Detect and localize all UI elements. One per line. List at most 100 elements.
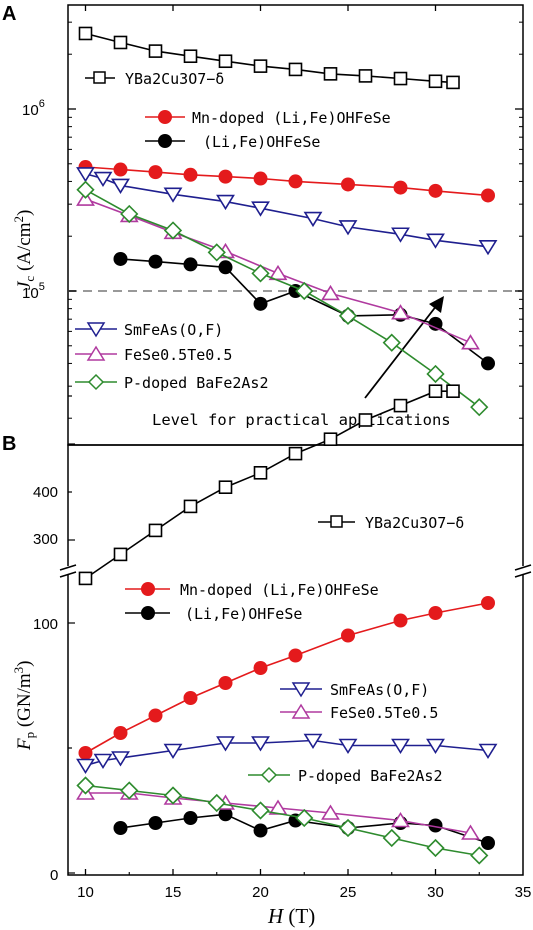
a-series-2-point: [481, 356, 495, 371]
a-series-1-point: [218, 169, 233, 184]
b-series-0-point: [148, 523, 163, 538]
tick-marks: [68, 5, 523, 875]
x-tick-label: 10: [77, 884, 94, 901]
x-axis-title: H (T): [267, 904, 315, 928]
a-series-2-point: [183, 257, 198, 272]
a-series-2-point: [253, 296, 268, 311]
b-series-5-point: [76, 776, 95, 795]
a-series-0-point: [113, 35, 128, 50]
b-series-5-point: [207, 793, 226, 813]
a-series-3: [76, 167, 498, 256]
legend-a: YBa2Cu3O7−δ Mn-doped (Li,Fe)OHFeSe (Li,F…: [75, 70, 391, 392]
b-series-0-point: [78, 571, 93, 586]
a-series-1-point: [148, 165, 163, 180]
b-series-5-point: [251, 801, 270, 820]
b-series-2-point: [218, 807, 233, 822]
b-series-3-point: [111, 751, 130, 767]
b-series-3-point: [391, 738, 410, 755]
b-series-0-point: [218, 480, 233, 495]
b-series-3-point: [216, 736, 235, 752]
a-series-1-point: [428, 183, 443, 198]
a-series-0-point: [288, 62, 303, 77]
a-series-1-point: [481, 188, 495, 203]
b-series-2-point: [428, 818, 443, 833]
b-series-5: [76, 776, 489, 865]
a-series-1: [78, 160, 495, 203]
a-series-5-point: [295, 281, 314, 301]
b-series-1-point: [288, 648, 303, 663]
b-series-0-point: [323, 432, 338, 447]
b-series-3-point: [163, 743, 183, 760]
legend-b-ybco: YBa2Cu3O7−δ: [318, 514, 464, 532]
b-series-3-line: [85, 739, 489, 767]
legend-b-ba: P-doped BaFe2As2: [248, 766, 443, 785]
axis-break-left: [59, 564, 77, 578]
axis-break-right: [514, 564, 532, 578]
legend-a-mn: Mn-doped (Li,Fe)OHFeSe: [145, 109, 391, 127]
a-series-0-point: [323, 67, 338, 81]
b-series-0-point: [113, 547, 128, 562]
b-ytick-300: 300: [33, 531, 58, 548]
a-series-3-point: [303, 211, 323, 228]
x-tick-labels: 10 15 20 25 30 35: [77, 884, 531, 901]
a-series-0-point: [148, 44, 163, 58]
legend-a-sm-label: SmFeAs(O,F): [124, 321, 223, 339]
x-tick-label: 15: [165, 884, 182, 901]
b-series-0-point: [358, 413, 373, 427]
legend-b: YBa2Cu3O7−δ Mn-doped (Li,Fe)OHFeSe (Li,F…: [125, 514, 464, 785]
a-series-5-point: [470, 398, 489, 417]
a-series-1-point: [288, 174, 303, 189]
a-series-3-point: [426, 233, 445, 249]
legend-b-fese-label: FeSe0.5Te0.5: [330, 704, 438, 722]
b-ytick-0: 0: [50, 867, 58, 884]
a-series-4-point: [461, 334, 480, 350]
legend-a-fese: FeSe0.5Te0.5: [75, 345, 232, 364]
legend-b-mn-label: Mn-doped (Li,Fe)OHFeSe: [180, 581, 379, 599]
legend-b-ybco-label: YBa2Cu3O7−δ: [365, 514, 464, 532]
b-series-0-point: [253, 465, 268, 480]
b-series-3-point: [251, 736, 270, 752]
a-series-5-point: [207, 243, 226, 262]
a-series-4-point: [321, 284, 340, 301]
a-series-2-point: [218, 260, 233, 275]
legend-a-ba-label: P-doped BaFe2As2: [124, 374, 269, 392]
b-series-0: [78, 384, 460, 586]
a-series-4-point: [391, 304, 410, 320]
b-series-1-point: [218, 676, 233, 690]
a-series-0-point: [218, 54, 233, 69]
b-series-0-point: [393, 398, 408, 413]
a-series-0-point: [428, 74, 443, 89]
b-series-0-point: [428, 384, 443, 399]
b-series-4-line: [85, 792, 471, 834]
a-series-3-point: [478, 239, 498, 256]
b-series-5-point: [163, 786, 183, 805]
b-series-0-point: [288, 446, 303, 461]
panel-b-series: [76, 384, 498, 865]
a-series-5-point: [338, 306, 358, 326]
legend-a-li-label: (Li,Fe)OHFeSe: [203, 133, 320, 151]
a-series-5-point: [163, 221, 183, 240]
b-series-4: [76, 784, 480, 840]
a-series-5-point: [382, 333, 401, 352]
panel-a-series: [76, 26, 498, 417]
a-series-1-point: [341, 177, 355, 192]
legend-a-sm: SmFeAs(O,F): [75, 321, 223, 339]
a-series-0-point: [393, 71, 408, 86]
b-series-5-point: [426, 838, 445, 858]
a-series-3-point: [216, 194, 235, 211]
a-series-0: [78, 26, 460, 90]
b-series-2-point: [253, 823, 268, 838]
b-series-4-point: [321, 804, 340, 820]
panel-b-frame: [67, 444, 524, 876]
a-ytick-1e5: 105: [22, 281, 45, 302]
a-series-4-line: [85, 198, 471, 344]
b-series-1-point: [341, 628, 355, 643]
a-ylabel: Jc (A/cm2): [11, 210, 37, 290]
a-series-1-line: [85, 166, 489, 197]
b-series-5-point: [120, 781, 139, 800]
legend-b-fese: FeSe0.5Te0.5: [280, 703, 438, 722]
a-series-2-point: [148, 254, 163, 269]
b-series-3-point: [338, 738, 358, 755]
x-tick-label: 30: [427, 884, 444, 901]
